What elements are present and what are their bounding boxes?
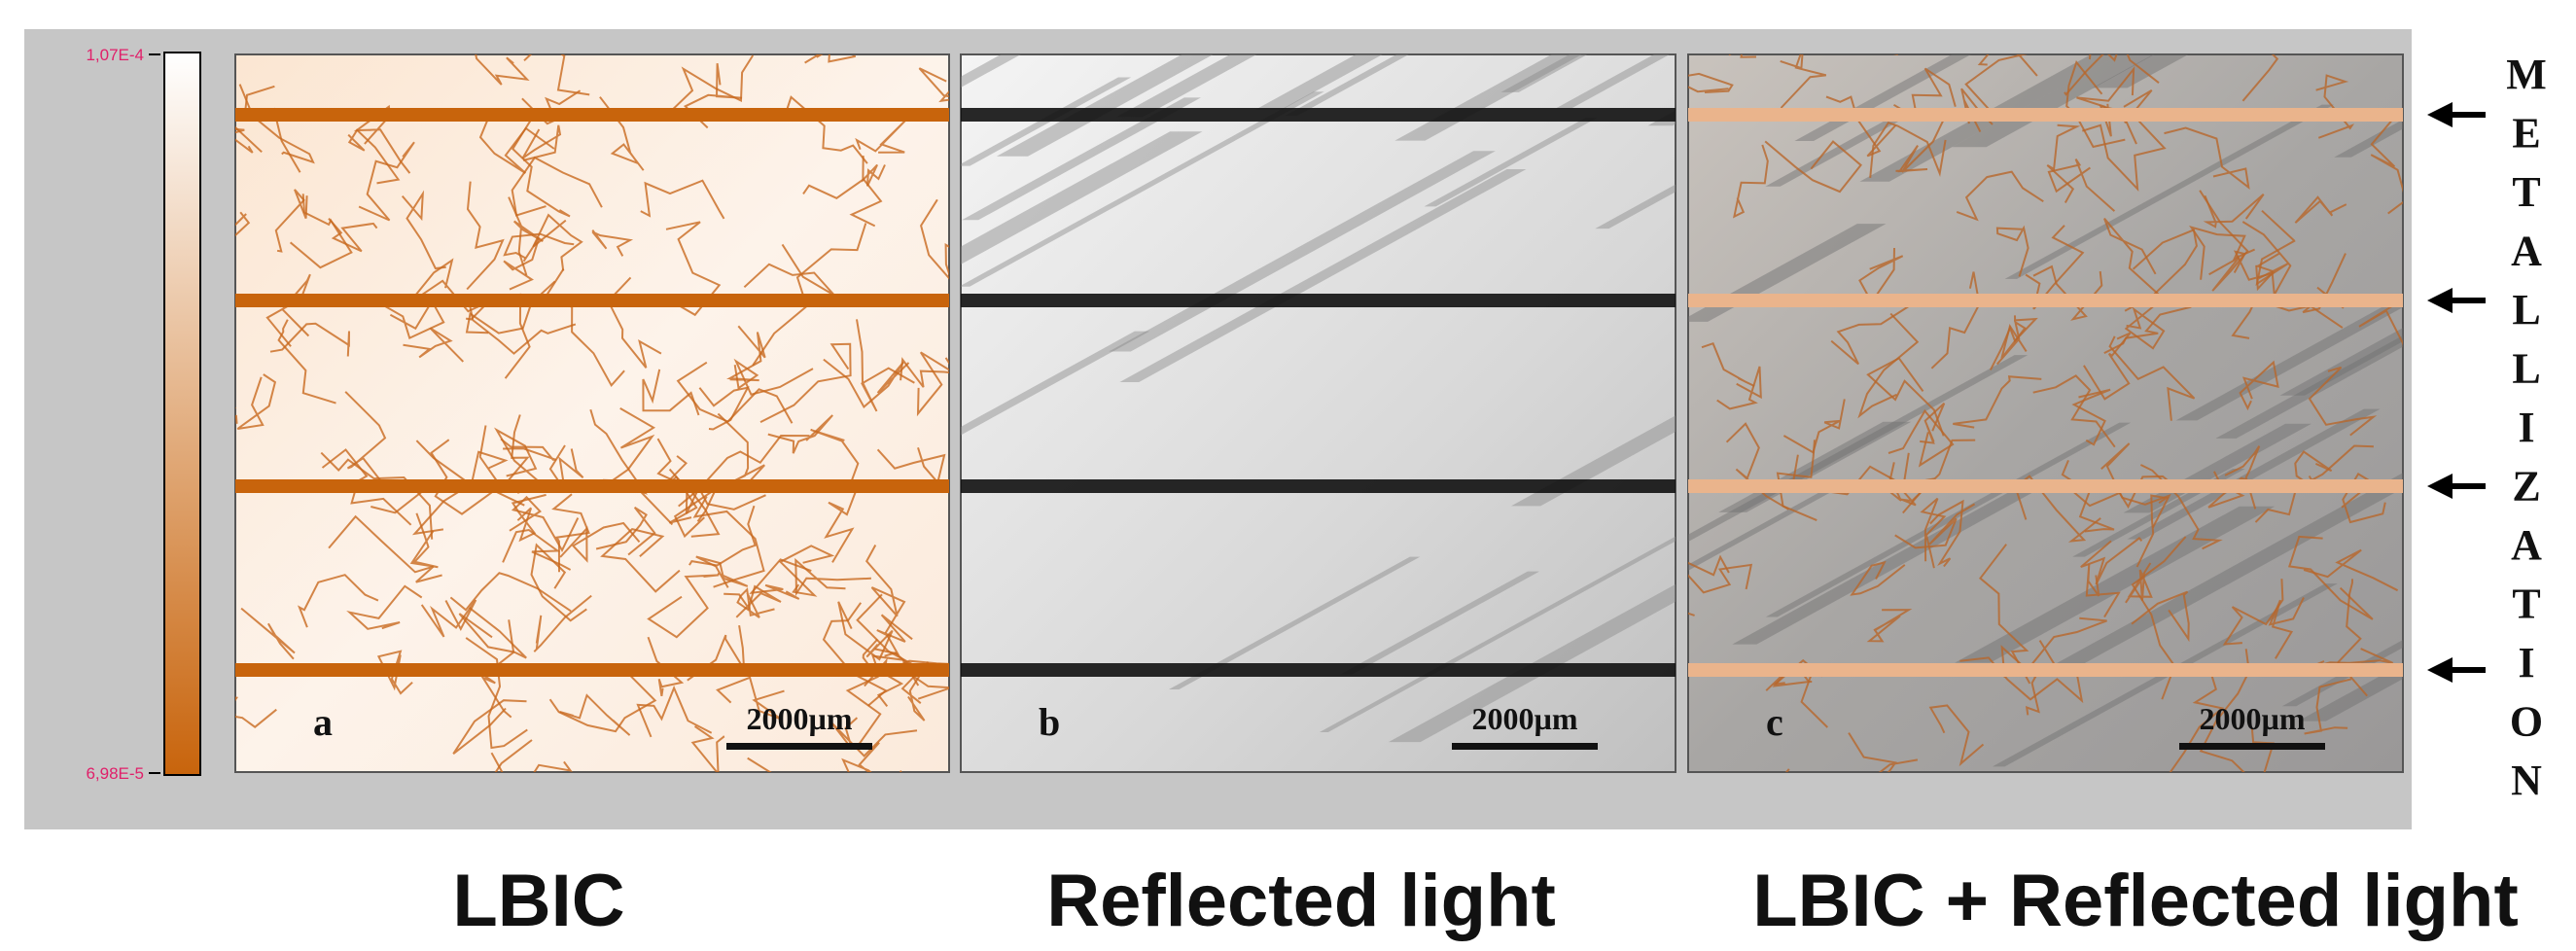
metallization-line [1688,663,2403,677]
metallization-line [235,479,950,493]
panel-caption: LBIC [452,860,624,942]
arrow-head [2427,102,2452,127]
panel-letter: b [1039,700,1060,744]
scale-bar [2179,743,2325,750]
metallization-line [961,108,1676,122]
arrow-head [2427,657,2452,683]
side-label: METALLIZATION [2503,51,2551,816]
metallization-line [235,663,950,677]
panel-letter: c [1766,700,1783,744]
colorbar-min: 6,98E-5 [86,764,144,783]
figure: 1,07E-4 6,98E-5 METALLIZATION a 2000µm LBI… [0,0,2576,951]
colorbar [164,53,200,775]
grain-streak [2416,104,2576,315]
metallization-line [1688,479,2403,493]
metallization-line [1688,294,2403,307]
scale-bar-label: 2000µm [2199,701,2305,736]
metallization-line [235,294,950,307]
arrow-head [2427,474,2452,499]
arrow-head [2427,288,2452,313]
metallization-line [961,479,1676,493]
scale-bar-label: 2000µm [746,701,852,736]
panel-letter: a [313,700,333,744]
panel-caption: Reflected light [1046,860,1556,942]
metallization-line [1688,108,2403,122]
scale-bar [1452,743,1598,750]
metallization-line [235,108,950,122]
colorbar-max: 1,07E-4 [86,46,144,64]
metallization-line [961,294,1676,307]
panel-caption: LBIC + Reflected light [1752,860,2519,942]
scale-bar-label: 2000µm [1471,701,1577,736]
metallization-line [961,663,1676,677]
scale-bar [726,743,872,750]
page: 1,07E-4 6,98E-5 METALLIZATION a 2000µm LBI… [0,0,2576,951]
